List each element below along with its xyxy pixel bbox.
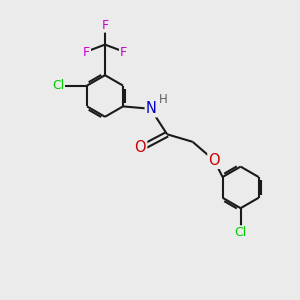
Text: F: F — [101, 19, 109, 32]
Text: N: N — [146, 101, 157, 116]
Text: H: H — [159, 93, 168, 106]
Text: Cl: Cl — [52, 79, 64, 92]
Text: Cl: Cl — [235, 226, 247, 239]
Text: F: F — [83, 46, 90, 59]
Text: O: O — [208, 153, 220, 168]
Text: O: O — [135, 140, 146, 155]
Text: F: F — [120, 46, 127, 59]
